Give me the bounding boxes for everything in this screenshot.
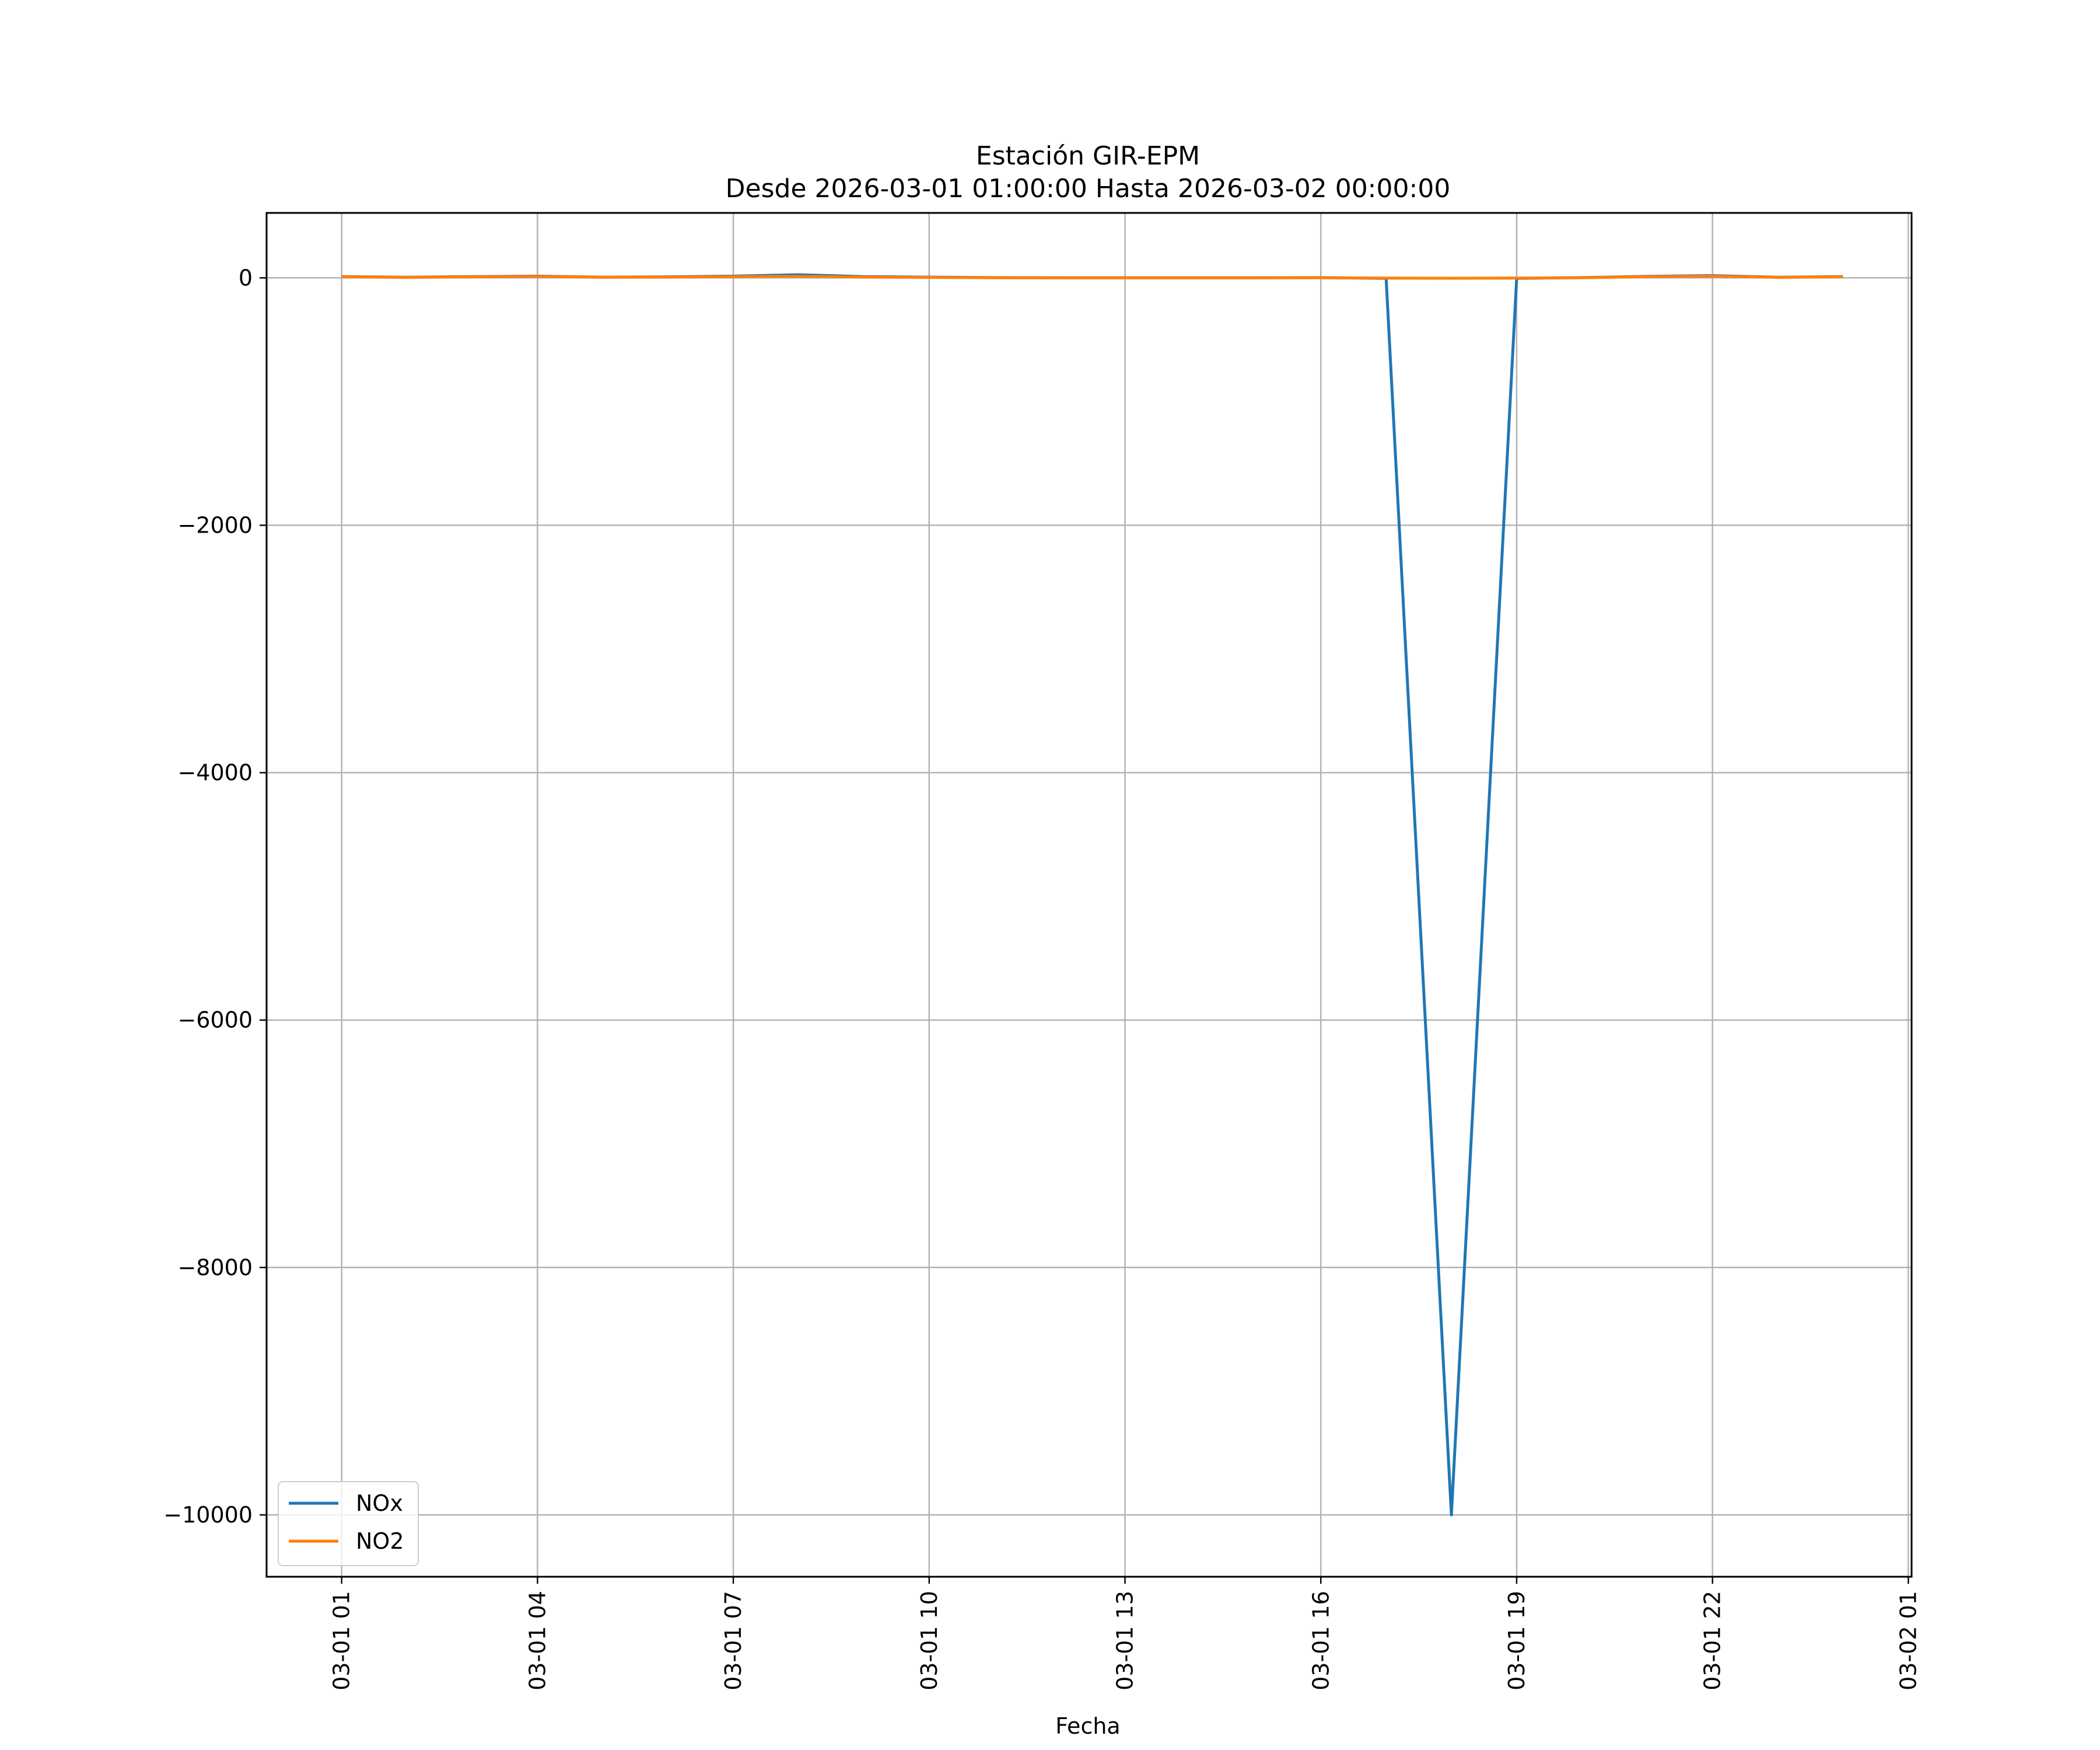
legend-label-no2: NO2 [356, 1528, 404, 1554]
x-tick-label: 03-01 13 [1112, 1591, 1138, 1690]
x-axis-label: Fecha [1055, 1713, 1120, 1739]
x-tick-label: 03-01 22 [1700, 1591, 1726, 1690]
x-tick-label: 03-01 10 [916, 1591, 942, 1690]
y-tick-label: −8000 [177, 1255, 253, 1280]
legend: NOx NO2 [278, 1481, 419, 1566]
chart-title-line2: Desde 2026-03-01 01:00:00 Hasta 2026-03-… [726, 174, 1451, 204]
x-axis-ticks: 03-01 01 03-01 04 03-01 07 03-01 10 03-01 13… [329, 1577, 1921, 1690]
legend-label-nox: NOx [356, 1490, 403, 1516]
x-tick-label: 03-02 01 [1895, 1591, 1921, 1690]
y-tick-label: −4000 [177, 760, 253, 786]
x-tick-label: 03-01 01 [329, 1591, 355, 1690]
y-tick-label: −2000 [177, 512, 253, 538]
plot-series [341, 273, 1843, 1517]
x-tick-label: 03-01 07 [720, 1591, 746, 1690]
x-tick-label: 03-01 16 [1308, 1591, 1334, 1690]
x-tick-label: 03-01 04 [524, 1591, 550, 1690]
x-tick-label: 03-01 19 [1504, 1591, 1530, 1690]
y-axis-ticks: 0 −2000 −4000 −6000 −8000 −10000 [163, 265, 267, 1528]
y-tick-label: 0 [239, 265, 253, 290]
series-line-no2 [341, 274, 1843, 280]
y-tick-label: −6000 [177, 1007, 253, 1033]
plot-area-frame [265, 212, 1913, 1578]
y-tick-label: −10000 [163, 1502, 253, 1528]
chart-title-line1: Estación GIR-EPM [976, 141, 1200, 171]
